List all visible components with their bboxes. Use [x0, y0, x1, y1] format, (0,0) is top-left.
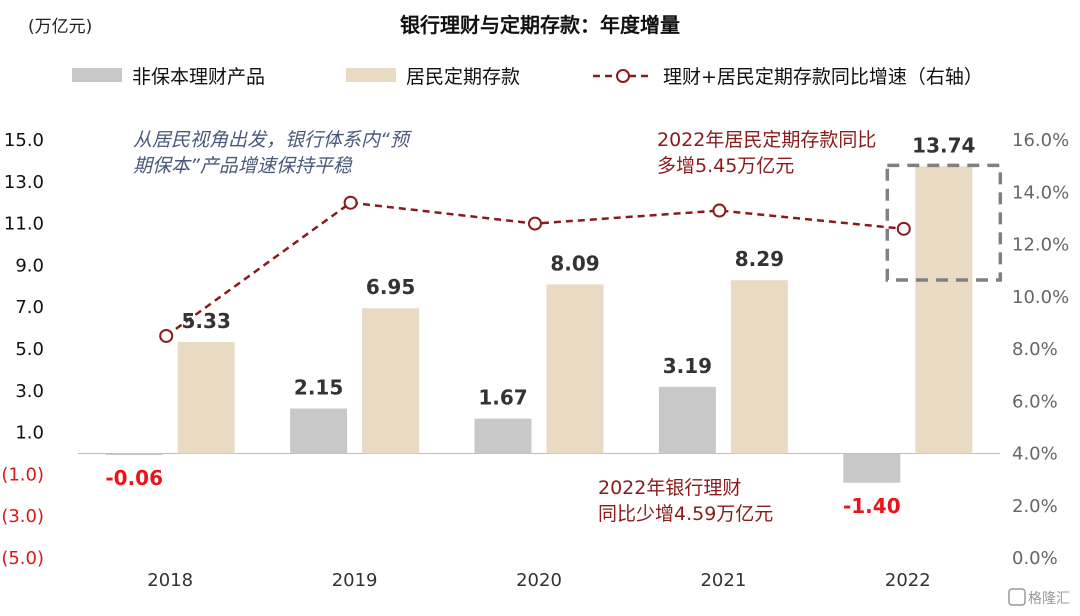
y-left-tick-label: 13.0: [4, 172, 44, 193]
y-left-tick-label: 15.0: [4, 130, 44, 151]
y-right-tick-label: 0.0%: [1012, 548, 1058, 569]
chart-title: 银行理财与定期存款：年度增量: [400, 13, 680, 37]
bar-nonprincipal-2022: [843, 453, 901, 483]
bar-deposit-2020: [546, 284, 604, 454]
data-label-deposit-2022: 13.74: [912, 133, 975, 157]
y-right-tick-label: 2.0%: [1012, 496, 1058, 517]
legend-label-nonprincipal: 非保本理财产品: [132, 66, 265, 88]
y-left-tick-label: 7.0: [15, 297, 44, 318]
legend: 非保本理财产品 居民定期存款 理财+居民定期存款同比增速（右轴）: [72, 66, 983, 88]
x-tick-label: 2022: [885, 570, 931, 591]
data-label-nonprincipal-2018: -0.06: [105, 466, 163, 490]
y-left-tick-label: 5.0: [15, 339, 44, 360]
y-right-tick-label: 16.0%: [1012, 130, 1069, 151]
annotation-wealth-line1: 2022年银行理财: [598, 477, 741, 499]
annotation-wealth-line2: 同比少增4.59万亿元: [598, 503, 773, 525]
growth-marker-2021: [712, 203, 727, 218]
bar-deposit-2019: [362, 308, 420, 454]
annotation-wealth: 2022年银行理财 同比少增4.59万亿元: [598, 477, 773, 525]
legend-marker-growth: [616, 69, 630, 83]
bars: [105, 166, 973, 483]
annotation-deposit: 2022年居民定期存款同比 多增5.45万亿元: [657, 129, 876, 177]
y-right-tick-label: 8.0%: [1012, 339, 1058, 360]
growth-marker-2022: [896, 221, 911, 236]
watermark: 格隆汇: [1008, 588, 1070, 607]
y-left-tick-label: (5.0): [1, 548, 44, 569]
bar-nonprincipal-2020: [474, 418, 532, 454]
bar-nonprincipal-2021: [658, 386, 716, 454]
growth-marker-2018: [159, 328, 174, 343]
annotation-deposit-line1: 2022年居民定期存款同比: [657, 129, 876, 151]
y-left-tick-label: (1.0): [1, 464, 44, 485]
watermark-text: 格隆汇: [1028, 591, 1070, 607]
x-tick-label: 2020: [516, 570, 562, 591]
bar-nonprincipal-2018: [105, 453, 163, 455]
growth-line-series: [159, 195, 911, 343]
growth-marker-2020: [528, 216, 542, 231]
data-label-nonprincipal-2021: 3.19: [663, 354, 712, 378]
data-label-deposit-2020: 8.09: [550, 251, 599, 275]
y-left-tick-label: 9.0: [15, 255, 44, 276]
x-tick-label: 2021: [700, 570, 746, 591]
annotation-blue-line2: 期保本”产品增速保持平稳: [133, 155, 353, 177]
annotation-deposit-line2: 多增5.45万亿元: [657, 155, 794, 177]
data-label-deposit-2021: 8.29: [735, 247, 784, 271]
annotation-blue-line1: 从居民视角出发，银行体系内“预: [133, 129, 412, 151]
bar-deposit-2022: [915, 166, 973, 454]
highlight-box-2022: [885, 163, 1003, 282]
legend-label-growth: 理财+居民定期存款同比增速（右轴）: [663, 66, 983, 88]
bar-nonprincipal-2019: [290, 408, 348, 454]
legend-swatch-nonprincipal: [72, 68, 122, 82]
y-left-tick-label: 11.0: [4, 214, 44, 235]
data-label-nonprincipal-2022: -1.40: [843, 494, 901, 518]
x-tick-label: 2018: [147, 570, 193, 591]
data-label-deposit-2018: 5.33: [182, 309, 231, 333]
unit-label: (万亿元): [28, 17, 92, 37]
legend-swatch-deposit: [346, 68, 396, 82]
y-right-tick-label: 4.0%: [1012, 444, 1058, 465]
bar-data-labels: -0.06 2.15 1.67 3.19 -1.40 5.33 6.95 8.09 8.29 13…: [105, 133, 975, 517]
x-axis: 2018 2019 2020 2021 2022: [147, 570, 930, 591]
y-right-tick-label: 6.0%: [1012, 391, 1058, 412]
y-left-tick-label: 3.0: [15, 381, 44, 402]
x-tick-label: 2019: [332, 570, 378, 591]
legend-label-deposit: 居民定期存款: [406, 66, 520, 88]
data-label-nonprincipal-2019: 2.15: [294, 376, 343, 400]
y-left-tick-label: 1.0: [15, 423, 44, 444]
y-right-tick-label: 12.0%: [1012, 235, 1069, 256]
data-label-deposit-2019: 6.95: [366, 275, 415, 299]
y-left-tick-label: (3.0): [1, 506, 44, 527]
bar-deposit-2021: [730, 280, 788, 454]
y-right-tick-label: 10.0%: [1012, 287, 1069, 308]
y-axis-right: 16.0% 14.0% 12.0% 10.0% 8.0% 6.0% 4.0% 2.0% 0.0%: [1012, 130, 1069, 569]
annotation-blue: 从居民视角出发，银行体系内“预 期保本”产品增速保持平稳: [133, 129, 412, 177]
y-axis-left: 15.0 13.0 11.0 9.0 7.0 5.0 3.0 1.0 (1.0) (3.0) (5.…: [1, 130, 44, 569]
growth-marker-2019: [343, 195, 358, 210]
bar-deposit-2018: [177, 342, 235, 454]
data-label-nonprincipal-2020: 1.67: [478, 386, 527, 410]
y-right-tick-label: 14.0%: [1012, 182, 1069, 203]
watermark-logo-icon: [1008, 588, 1026, 606]
